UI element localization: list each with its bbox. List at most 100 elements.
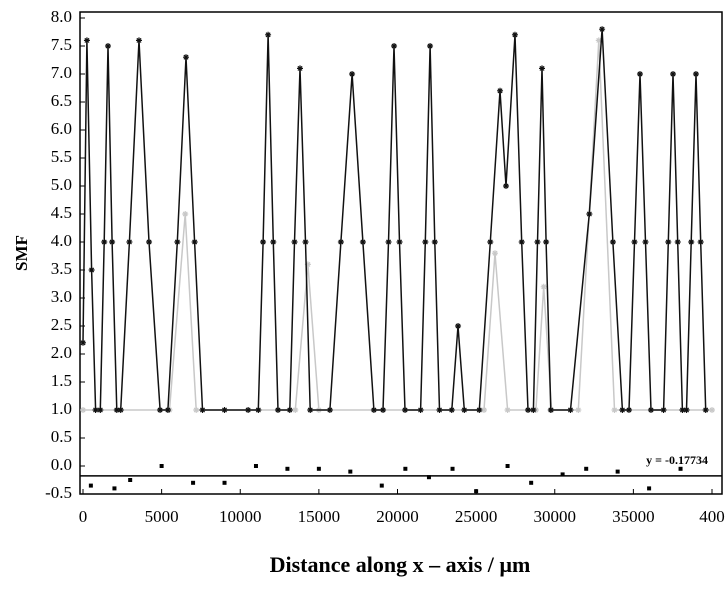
data-point [270,239,277,245]
y-tick-label: 0.5 [51,427,72,446]
data-point [619,407,626,413]
data-point [370,407,377,413]
residual-point [450,466,455,471]
data-point [326,407,333,413]
data-point [670,71,677,77]
data-point [417,407,424,413]
data-point [117,407,124,413]
residual-point [88,483,93,488]
data-point [497,87,504,94]
residual-point [159,464,164,468]
y-tick-label: 3.5 [51,259,72,278]
plot-frame [79,11,723,495]
data-point [642,239,649,245]
residual-point [191,480,196,485]
residual-point [678,466,683,471]
data-point [109,239,116,245]
data-point [80,339,86,346]
y-tick-label: 0.0 [51,455,72,474]
data-point [292,407,299,413]
y-tick-label: 7.0 [51,63,72,82]
data-point [245,407,252,413]
data-point [480,407,487,413]
data-point [297,65,304,72]
data-point [164,407,171,413]
data-point [255,407,262,413]
data-point [199,407,206,413]
y-tick-label: 6.5 [51,91,72,110]
data-point [174,239,181,245]
residual-point [615,469,620,474]
data-point [455,323,462,329]
data-point [491,250,498,257]
data-point [396,239,403,245]
residual-point [285,466,290,471]
y-tick-label: 8.0 [51,7,72,26]
residual-point [379,483,384,488]
data-point [611,407,618,413]
data-point [385,239,392,245]
residual-point [647,486,652,491]
data-point [286,407,293,413]
y-tick-label: 4.0 [51,231,72,250]
data-point [461,407,468,413]
data-point [101,239,108,245]
data-point [674,239,681,245]
data-point [530,407,537,413]
data-point [431,239,438,245]
data-point [422,239,429,245]
data-point [307,407,314,413]
data-point [688,239,695,245]
data-point [636,71,643,77]
data-point [539,65,546,72]
data-point [380,407,387,413]
data-point [135,37,142,44]
data-point [126,239,133,245]
data-point [193,407,200,413]
data-point [595,37,602,44]
y-tick-label: 6.0 [51,119,72,138]
data-point [679,407,686,413]
x-tick-label: 10000 [219,507,262,526]
data-point [260,239,267,245]
data-point [697,239,704,245]
data-point [504,407,511,413]
data-point [92,407,99,413]
residual-point [426,475,431,480]
residual-point [584,466,589,471]
data-point [182,211,189,217]
data-point [97,407,104,413]
y-tick-label: 5.5 [51,147,72,166]
residual-point [128,478,133,482]
data-point [391,43,398,49]
x-tick-label: 5000 [145,507,179,526]
residual-point [560,472,565,477]
y-tick-label: -0.5 [45,483,72,502]
y-tick-label: 7.5 [51,35,72,54]
x-tick-label: 15000 [298,507,341,526]
data-point [304,261,311,268]
data-point [88,267,95,273]
data-point [540,283,547,290]
y-axis-label: SMF [12,235,31,271]
data-point [702,407,709,413]
y-tick-label: 1.0 [51,399,72,418]
data-point [83,37,90,44]
data-point [660,407,667,413]
data-point [191,239,198,245]
data-point [575,407,582,413]
x-tick-label: 35000 [612,507,655,526]
data-point [359,239,366,245]
data-point [349,71,356,77]
residual-point [316,466,321,471]
residual-point [253,464,258,468]
data-point [221,407,228,413]
data-point [503,183,510,189]
y-tick-label: 1.5 [51,371,72,390]
data-point [525,407,532,413]
x-tick-label: 20000 [376,507,419,526]
x-tick-label: 0 [79,507,88,526]
data-point [567,407,574,413]
